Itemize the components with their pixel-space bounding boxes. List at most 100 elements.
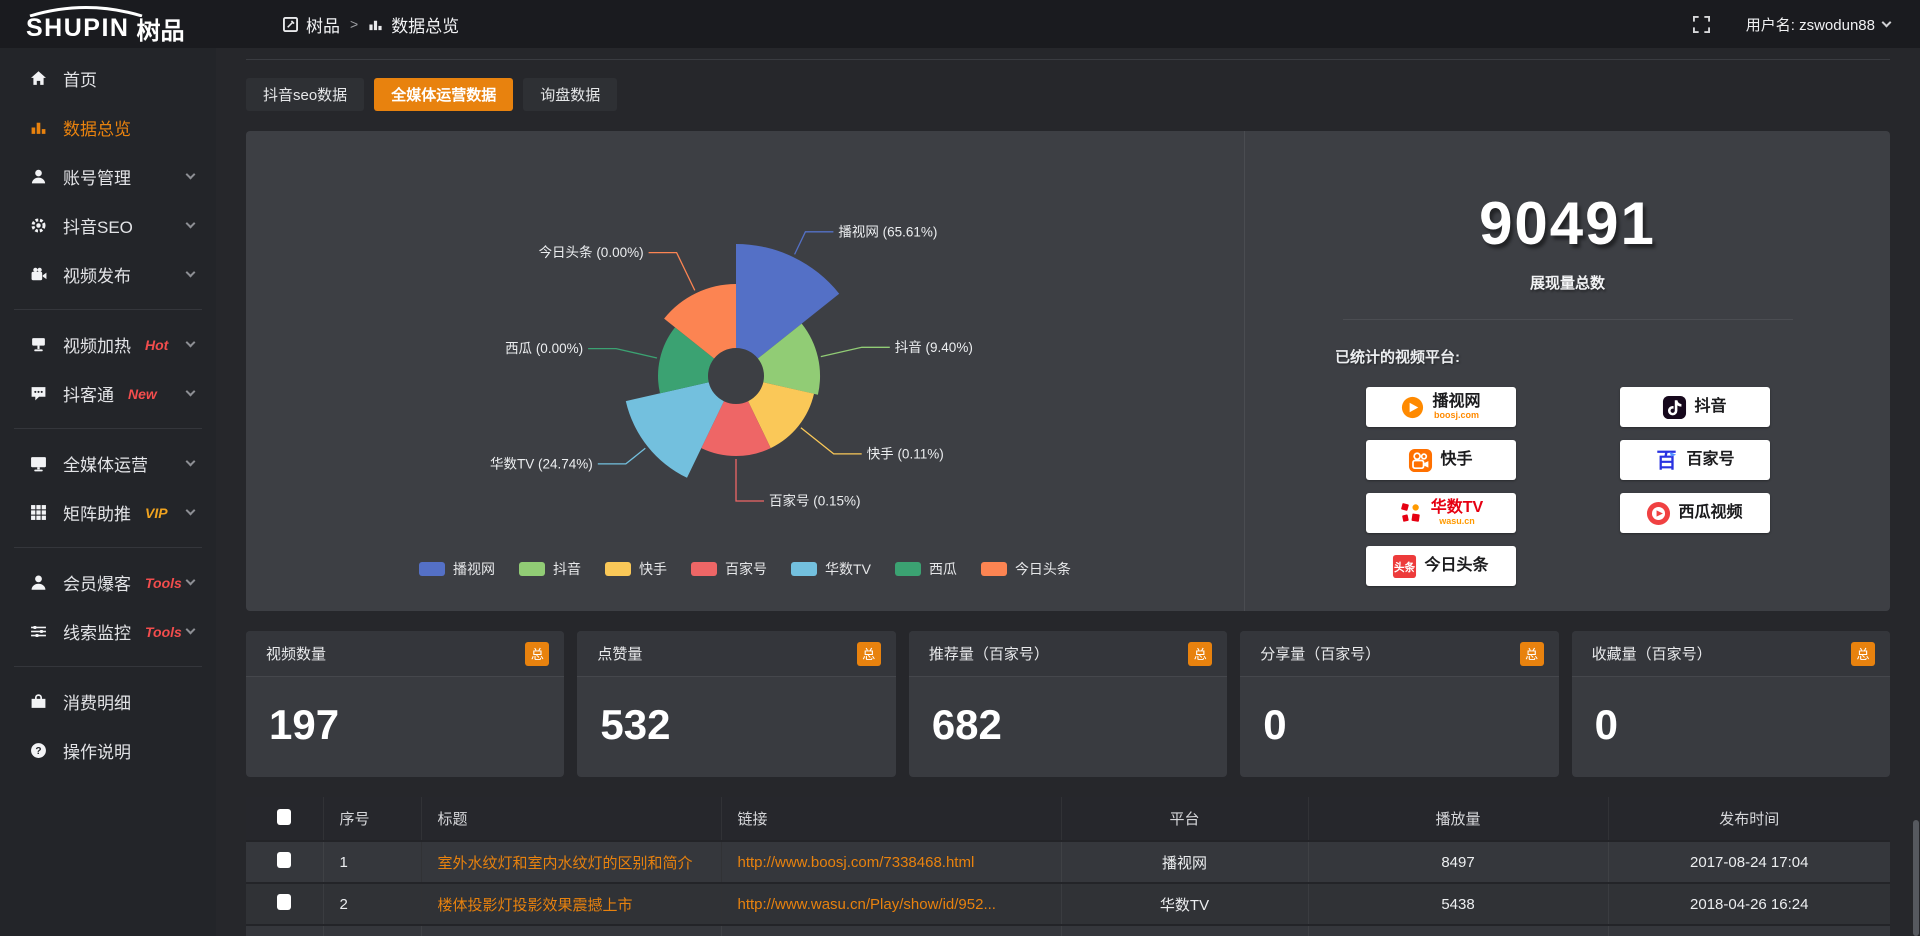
legend-item-3[interactable]: 百家号 [691,559,767,579]
total-badge[interactable]: 总 [1851,641,1876,666]
scrollbar[interactable] [1913,820,1919,936]
pie-slice-5[interactable] [658,327,715,394]
chevron-down-icon [185,386,196,397]
user-solid-icon [30,574,48,592]
user-menu[interactable]: 用户名: zswodun88 [1746,14,1892,35]
platform-subtext: boosj.com [1433,409,1479,420]
stat-card-3: 分享量（百家号） 总 0 [1240,631,1559,777]
total-impressions-value: 90491 [1479,190,1656,257]
video-icon [30,266,48,284]
video-table-wrap: 序号 标题 链接 平台 播放量 发布时间 1 室外水纹灯和室内水纹灯的区别和简介 http://… [246,797,1890,936]
table-row-partial [246,925,1890,936]
chart-legend: 播视网 抖音 快手 百家号 华数TV 西瓜 今日头条 [246,559,1244,579]
cell-index: 2 [323,883,422,926]
cell-title-link[interactable]: 室外水纹灯和室内水纹灯的区别和简介 [421,841,722,884]
fullscreen-icon[interactable] [1692,15,1710,33]
legend-item-0[interactable]: 播视网 [419,559,495,579]
sidebar-item-13[interactable]: 线索监控 Tools [0,607,216,656]
legend-item-4[interactable]: 华数TV [791,559,871,579]
sidebar-item-label: 抖音SEO [63,218,133,237]
platforms-label: 已统计的视频平台: [1335,349,1460,366]
toutiao-logo-icon: 头条 [1392,554,1417,579]
platform-name: 播视网 [1432,392,1481,410]
row-checkbox[interactable] [277,852,292,868]
tab-omnimedia-data[interactable]: 全媒体运营数据 [374,78,514,111]
sidebar-item-3[interactable]: 抖音SEO [0,201,216,250]
cell-url-link[interactable]: http://www.wasu.cn/Play/show/id/952... [721,883,1062,926]
row-checkbox[interactable] [277,894,292,910]
sidebar-item-12[interactable]: 会员爆客 Tools [0,558,216,607]
heat-icon [30,336,48,354]
pie-slice-4[interactable] [625,382,724,478]
legend-item-1[interactable]: 抖音 [519,559,581,579]
breadcrumb-root[interactable]: 树品 [306,16,340,36]
sidebar-item-label: 操作说明 [63,743,131,762]
sidebar-item-10[interactable]: 矩阵助推 VIP [0,488,216,537]
sidebar-item-label: 全媒体运营 [63,456,148,475]
sidebar-item-7[interactable]: 抖客通 New [0,369,216,418]
legend-swatch [894,562,921,576]
cell-platform: 华数TV [1061,883,1309,926]
sidebar-item-15[interactable]: 消费明细 [0,677,216,726]
platform-name: 抖音 [1694,397,1727,415]
legend-item-6[interactable]: 今日头条 [980,559,1071,579]
stat-card-title: 点赞量 [597,646,643,663]
legend-label: 快手 [639,561,668,577]
stat-card-title: 收藏量（百家号） [1591,646,1712,663]
cell-url-link[interactable]: http://www.boosj.com/7338468.html [721,841,1062,884]
sidebar-item-tag: Tools [145,623,182,640]
tab-inquiry-data[interactable]: 询盘数据 [523,78,618,111]
sidebar-item-2[interactable]: 账号管理 [0,152,216,201]
table-header-row: 序号 标题 链接 平台 播放量 发布时间 [246,797,1890,842]
cell-title-link[interactable]: 楼体投影灯投影效果震撼上市 [421,883,722,926]
wallet-icon [30,693,48,711]
content-divider [246,59,1890,60]
video-table: 序号 标题 链接 平台 播放量 发布时间 1 室外水纹灯和室内水纹灯的区别和简介 http://… [246,797,1890,936]
xigua-logo-icon [1646,501,1671,526]
sidebar-item-9[interactable]: 全媒体运营 [0,439,216,488]
chevron-down-icon [185,575,196,586]
stat-card-header: 推荐量（百家号） 总 [908,631,1228,677]
cell-plays: 8497 [1308,841,1609,884]
pie-label-line [735,459,764,502]
sidebar-item-1[interactable]: 数据总览 [0,103,216,152]
legend-label: 播视网 [453,561,496,577]
pie-slice-1[interactable] [757,323,821,395]
sidebar-item-0[interactable]: 首页 [0,54,216,103]
tab-douyin-seo-data[interactable]: 抖音seo数据 [246,78,365,111]
total-badge[interactable]: 总 [856,641,881,666]
sidebar-item-16[interactable]: ? 操作说明 [0,726,216,775]
platform-name: 今日头条 [1424,556,1489,574]
app-logo: SHUPIN 树品 [0,0,216,48]
pie-slice-2[interactable] [748,382,814,449]
stat-card-1: 点赞量 总 532 [577,631,896,777]
chevron-down-icon [185,337,196,348]
legend-label: 百家号 [725,561,768,577]
chevron-down-icon [185,267,196,278]
pie-slice-0[interactable] [736,244,840,359]
svg-text:?: ? [35,746,41,757]
sidebar-divider [14,428,202,429]
pie-slice-6[interactable] [664,284,736,359]
sidebar-divider [14,309,202,310]
breadcrumb-current[interactable]: 数据总览 [391,16,460,36]
sidebar-item-label: 抖客通 [63,386,114,405]
cell-publish-time: 2017-08-24 17:04 [1608,841,1890,884]
data-tabs: 抖音seo数据 全媒体运营数据 询盘数据 [246,78,1890,111]
table-row-2: 2 楼体投影灯投影效果震撼上市 http://www.wasu.cn/Play/sh… [246,883,1890,926]
pie-label: 今日头条 (0.00%) [539,244,644,260]
sidebar-item-4[interactable]: 视频发布 [0,250,216,299]
legend-item-5[interactable]: 西瓜 [894,559,957,579]
legend-item-2[interactable]: 快手 [605,559,667,579]
stat-card-4: 收藏量（百家号） 总 0 [1571,631,1891,777]
sidebar-item-6[interactable]: 视频加热 Hot [0,320,216,369]
select-all-checkbox[interactable] [277,808,292,825]
platform-badge-kuaishou: 快手 [1365,440,1516,480]
pie-label: 快手 (0.11%) [867,446,944,461]
total-badge[interactable]: 总 [1519,641,1544,666]
sidebar-item-label: 视频发布 [63,267,131,286]
pie-slice-3[interactable] [701,401,771,457]
sidebar-divider [14,666,202,667]
total-badge[interactable]: 总 [525,641,550,666]
total-badge[interactable]: 总 [1188,641,1213,666]
